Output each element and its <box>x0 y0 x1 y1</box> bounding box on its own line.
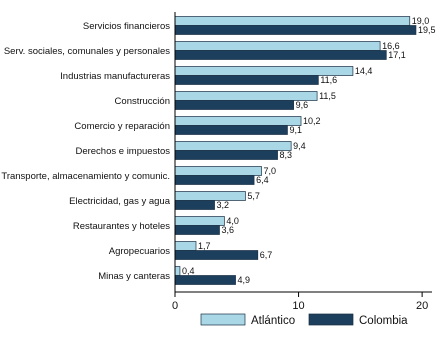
data-label: 10,2 <box>303 116 321 126</box>
category-group: Electricidad, gas y agua 5,7 3,2 <box>69 191 260 210</box>
data-label: 19,0 <box>412 16 430 26</box>
category-group: Construcción 11,5 9,6 <box>115 91 336 110</box>
category-label: Derechos e impuestos <box>75 146 170 157</box>
plot-area: Servicios financieros 19,019,5 Serv. socia… <box>1 16 435 285</box>
bar-atlantico <box>174 41 381 51</box>
bar-atlantico <box>174 16 411 26</box>
category-group: Transporte, almacenamiento y comunic. 7,0… <box>1 166 276 185</box>
x-axis-ticks: 0 10 20 <box>172 292 428 312</box>
bar-colombia <box>174 175 255 185</box>
category-label: Minas y canteras <box>98 271 170 282</box>
category-group: Serv. sociales, comunales y personales 16… <box>4 41 406 60</box>
data-label: 7,0 <box>263 166 276 176</box>
legend-label: Colombia <box>359 315 408 327</box>
category-label: Servicios financieros <box>83 21 170 32</box>
bar-colombia <box>174 200 215 210</box>
data-label: 11,6 <box>320 75 337 85</box>
bar-colombia <box>174 100 294 110</box>
category-label: Transporte, almacenamiento y comunic. <box>1 171 170 182</box>
bar-atlantico <box>174 241 197 251</box>
legend-item: Atlántico <box>200 313 295 327</box>
category-group: Servicios financieros 19,019,5 <box>83 16 436 35</box>
category-group: Derechos e impuestos 9,48,3 <box>75 141 305 160</box>
category-label: Restaurantes y hoteles <box>73 221 170 232</box>
data-label: 9,6 <box>296 100 309 110</box>
legend-swatch <box>200 313 246 326</box>
bar-atlantico <box>174 141 292 151</box>
category-group: Industrias manufactureras 14,4 11,6 <box>60 66 372 85</box>
data-label: 0,4 <box>182 266 195 276</box>
bar-colombia <box>174 150 278 160</box>
x-tick-label: 10 <box>292 300 304 312</box>
category-group: Agropecuarios 1,7 6,7 <box>109 241 273 260</box>
category-label: Industrias manufactureras <box>60 71 170 82</box>
category-label: Agropecuarios <box>109 246 171 257</box>
data-label: 17,1 <box>388 50 406 60</box>
data-label: 16,6 <box>382 41 400 51</box>
legend-swatch <box>308 313 354 326</box>
x-tick-label: 0 <box>172 300 178 312</box>
data-label: 4,0 <box>226 216 239 226</box>
category-group: Comercio y reparación 10,29,1 <box>74 116 320 135</box>
bar-colombia <box>174 250 259 260</box>
category-group: Minas y canteras 0,4 4,9 <box>98 266 250 285</box>
data-label: 3,6 <box>221 225 234 235</box>
bar-atlantico <box>174 116 302 126</box>
bar-atlantico <box>174 266 181 276</box>
bar-colombia <box>174 225 220 235</box>
bar-colombia <box>174 50 387 60</box>
legend-item: Colombia <box>308 313 408 327</box>
bar-colombia <box>174 125 288 135</box>
x-tick-label: 20 <box>416 300 428 312</box>
category-label: Construcción <box>115 96 170 107</box>
data-label: 9,1 <box>289 125 302 135</box>
bar-colombia <box>174 25 417 35</box>
data-label: 19,5 <box>418 25 436 35</box>
bar-atlantico <box>174 191 246 201</box>
data-label: 4,9 <box>238 275 251 285</box>
bar-colombia <box>174 75 319 85</box>
data-label: 1,7 <box>198 241 211 251</box>
data-label: 5,7 <box>247 191 260 201</box>
data-label: 9,4 <box>293 141 306 151</box>
bar-colombia <box>174 275 236 285</box>
category-group: Restaurantes y hoteles 4,03,6 <box>73 216 239 235</box>
data-label: 11,5 <box>319 91 336 101</box>
category-label: Electricidad, gas y agua <box>69 196 171 207</box>
category-label: Serv. sociales, comunales y personales <box>4 46 170 57</box>
data-label: 6,4 <box>256 175 269 185</box>
data-label: 8,3 <box>280 150 293 160</box>
data-label: 6,7 <box>260 250 273 260</box>
legend-label: Atlántico <box>251 315 295 327</box>
category-label: Comercio y reparación <box>74 121 170 132</box>
bar-atlantico <box>174 166 262 176</box>
legend: Atlántico Colombia <box>200 313 408 327</box>
data-label: 3,2 <box>217 200 230 210</box>
bar-atlantico <box>174 216 225 226</box>
data-label: 14,4 <box>355 66 373 76</box>
